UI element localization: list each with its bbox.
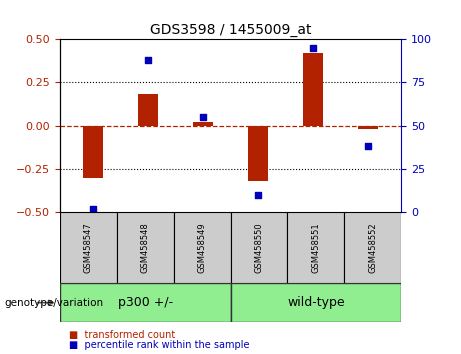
Bar [230, 283, 401, 322]
Bar [303, 53, 323, 126]
Bar [248, 126, 268, 181]
Bar [174, 212, 230, 283]
Bar [117, 212, 174, 283]
Point [364, 144, 372, 149]
Text: GSM458548: GSM458548 [141, 222, 150, 273]
Bar [287, 212, 344, 283]
Bar [344, 212, 401, 283]
Bar [60, 212, 117, 283]
Point [309, 45, 317, 50]
Text: GSM458549: GSM458549 [198, 222, 207, 273]
Text: GSM458550: GSM458550 [254, 222, 263, 273]
Title: GDS3598 / 1455009_at: GDS3598 / 1455009_at [150, 23, 311, 36]
Text: GSM458551: GSM458551 [311, 222, 320, 273]
Text: ■  percentile rank within the sample: ■ percentile rank within the sample [69, 340, 250, 350]
Bar [230, 212, 287, 283]
Text: GSM458552: GSM458552 [368, 222, 377, 273]
Bar [60, 283, 230, 322]
Bar [138, 95, 158, 126]
Text: ■  transformed count: ■ transformed count [69, 330, 175, 339]
Bar [83, 126, 103, 178]
Text: p300 +/-: p300 +/- [118, 296, 173, 309]
Bar [359, 126, 378, 129]
Point [144, 57, 152, 63]
Text: GSM458547: GSM458547 [84, 222, 93, 273]
Text: wild-type: wild-type [287, 296, 344, 309]
Point [254, 192, 262, 198]
Bar [193, 122, 213, 126]
Text: genotype/variation: genotype/variation [5, 298, 104, 308]
Point [89, 206, 97, 212]
Point [199, 114, 207, 120]
